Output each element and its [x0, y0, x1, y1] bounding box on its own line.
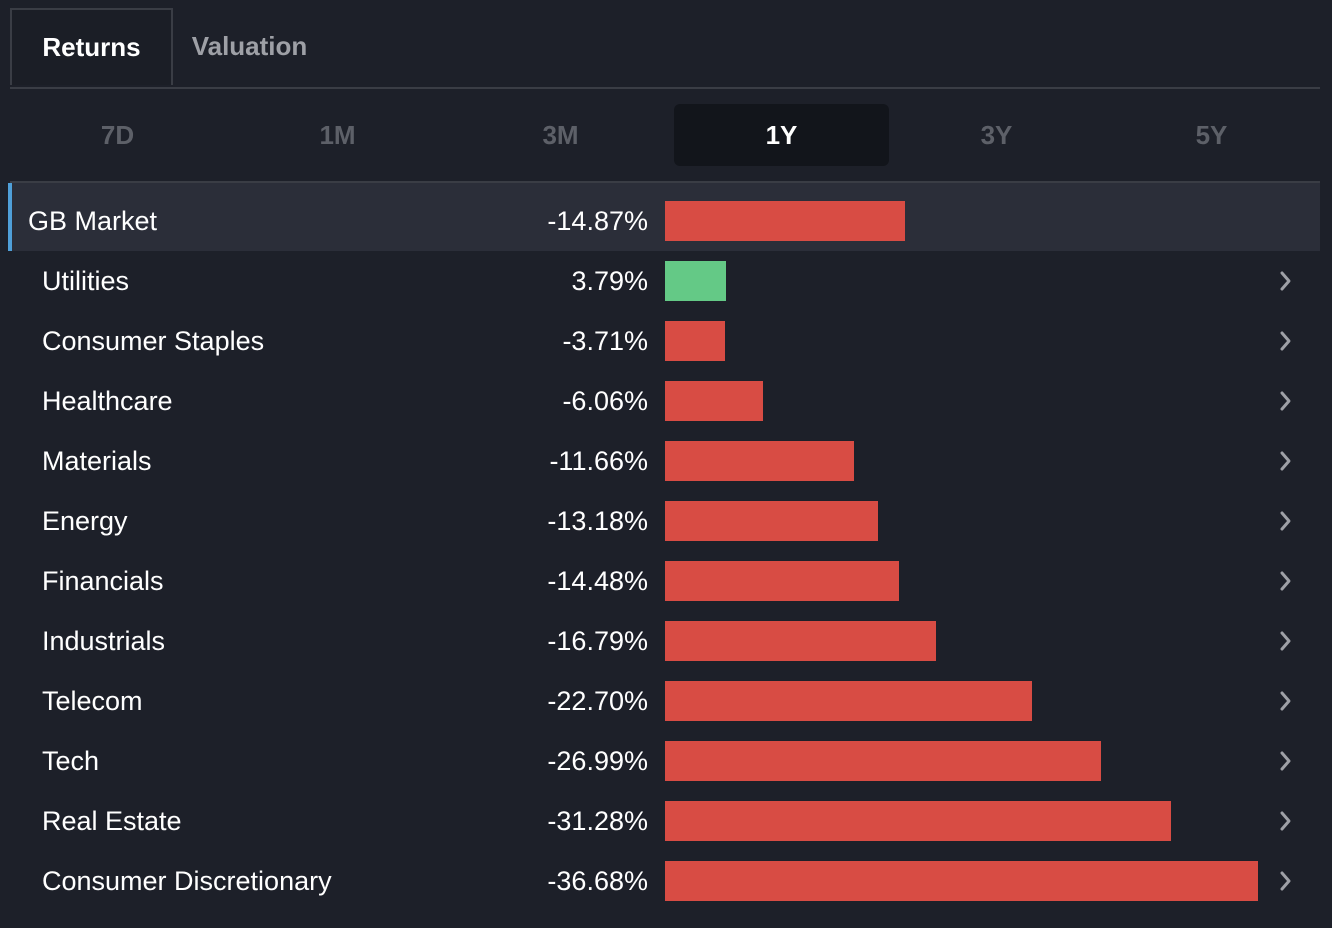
- chevron-right-icon[interactable]: [1276, 626, 1296, 656]
- return-bar: [665, 741, 1101, 781]
- sector-return-value: -11.66%: [549, 446, 648, 476]
- period-tab-3y[interactable]: 3Y: [980, 119, 1013, 150]
- period-tab-1y[interactable]: 1Y: [674, 104, 889, 166]
- sector-row-consumer-staples[interactable]: Consumer Staples -3.71%: [8, 311, 1320, 371]
- period-tab-5y[interactable]: 5Y: [1195, 119, 1228, 150]
- return-bar: [665, 501, 878, 541]
- period-selector: 7D 1M 3M 1Y 3Y 5Y: [10, 104, 1320, 166]
- market-row-accent: [8, 183, 12, 251]
- chevron-right-icon[interactable]: [1276, 746, 1296, 776]
- sector-label: Energy: [42, 506, 128, 536]
- sector-return-value: -14.87%: [547, 206, 648, 236]
- top-tab-bar: Returns Valuation: [10, 8, 1320, 89]
- tabs-divider: [10, 181, 1320, 183]
- sector-row-financials[interactable]: Financials -14.48%: [8, 551, 1320, 611]
- period-tab-7d[interactable]: 7D: [100, 119, 135, 150]
- sector-row-tech[interactable]: Tech -26.99%: [8, 731, 1320, 791]
- return-bar: [665, 681, 1032, 721]
- market-row: GB Market -14.87%: [8, 183, 1320, 251]
- sector-label: Materials: [42, 446, 152, 476]
- return-bar: [665, 381, 763, 421]
- sector-return-value: -14.48%: [547, 566, 648, 596]
- tab-valuation[interactable]: Valuation: [191, 31, 308, 61]
- sector-return-value: -13.18%: [547, 506, 648, 536]
- sector-row-healthcare[interactable]: Healthcare -6.06%: [8, 371, 1320, 431]
- return-bar: [665, 801, 1171, 841]
- sector-return-value: -22.70%: [547, 686, 648, 716]
- return-bar: [665, 561, 899, 601]
- chevron-right-icon[interactable]: [1276, 326, 1296, 356]
- sector-label: Real Estate: [42, 806, 182, 836]
- chevron-right-icon[interactable]: [1276, 386, 1296, 416]
- return-bar: [665, 621, 936, 661]
- sector-label: Healthcare: [42, 386, 173, 416]
- sector-row-energy[interactable]: Energy -13.18%: [8, 491, 1320, 551]
- return-bar: [665, 321, 725, 361]
- sector-label: Financials: [42, 566, 164, 596]
- sector-row-industrials[interactable]: Industrials -16.79%: [8, 611, 1320, 671]
- sector-return-value: -26.99%: [547, 746, 648, 776]
- chevron-right-icon[interactable]: [1276, 566, 1296, 596]
- sector-return-value: -6.06%: [562, 386, 648, 416]
- sector-label: Utilities: [42, 266, 130, 296]
- period-tab-1m[interactable]: 1M: [319, 119, 356, 150]
- sector-return-value: -16.79%: [547, 626, 648, 656]
- sector-label: GB Market: [28, 206, 158, 236]
- sector-row-consumer-discretionary[interactable]: Consumer Discretionary -36.68%: [8, 851, 1320, 911]
- sector-return-value: -3.71%: [562, 326, 648, 356]
- sector-row-telecom[interactable]: Telecom -22.70%: [8, 671, 1320, 731]
- period-tab-3m[interactable]: 3M: [542, 119, 579, 150]
- sector-label: Consumer Discretionary: [42, 866, 332, 896]
- return-bar: [665, 201, 905, 241]
- sector-row-real-estate[interactable]: Real Estate -31.28%: [8, 791, 1320, 851]
- return-bar: [665, 441, 854, 481]
- sector-label: Consumer Staples: [42, 326, 265, 356]
- sector-row-materials[interactable]: Materials -11.66%: [8, 431, 1320, 491]
- sector-label: Telecom: [42, 686, 143, 716]
- chevron-right-icon[interactable]: [1276, 866, 1296, 896]
- chevron-right-icon[interactable]: [1276, 506, 1296, 536]
- sector-label: Tech: [42, 746, 100, 776]
- sector-return-value: -31.28%: [547, 806, 648, 836]
- return-bar: [665, 861, 1258, 901]
- return-bar: [665, 261, 726, 301]
- chevron-right-icon[interactable]: [1276, 446, 1296, 476]
- sector-return-value: 3.79%: [571, 266, 648, 296]
- tab-returns[interactable]: Returns: [10, 8, 173, 85]
- sector-row-utilities[interactable]: Utilities 3.79%: [8, 251, 1320, 311]
- sector-return-value: -36.68%: [547, 866, 648, 896]
- chevron-right-icon[interactable]: [1276, 806, 1296, 836]
- sector-label: Industrials: [42, 626, 166, 656]
- chevron-right-icon[interactable]: [1276, 266, 1296, 296]
- chevron-right-icon[interactable]: [1276, 686, 1296, 716]
